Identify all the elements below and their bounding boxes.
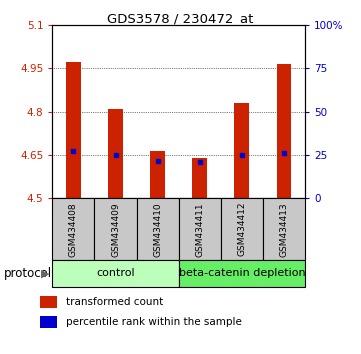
Bar <box>52 198 95 260</box>
Bar <box>221 198 263 260</box>
Text: GDS3578 / 230472_at: GDS3578 / 230472_at <box>107 12 254 25</box>
Bar <box>108 109 123 198</box>
Bar <box>40 316 57 328</box>
Text: beta-catenin depletion: beta-catenin depletion <box>179 268 305 279</box>
Bar <box>95 198 136 260</box>
Bar <box>192 158 207 198</box>
Text: control: control <box>96 268 135 279</box>
Text: GSM434410: GSM434410 <box>153 202 162 257</box>
Text: ▶: ▶ <box>41 268 49 279</box>
Text: GSM434413: GSM434413 <box>279 202 288 257</box>
Text: protocol: protocol <box>4 267 52 280</box>
Bar <box>235 103 249 198</box>
Bar <box>136 198 179 260</box>
Text: GSM434412: GSM434412 <box>238 202 246 256</box>
Text: transformed count: transformed count <box>66 297 163 307</box>
Bar <box>150 152 165 198</box>
Bar <box>263 198 305 260</box>
Text: GSM434411: GSM434411 <box>195 202 204 257</box>
Text: GSM434408: GSM434408 <box>69 202 78 257</box>
Text: GSM434409: GSM434409 <box>111 202 120 257</box>
Bar <box>179 260 305 287</box>
Bar <box>40 296 57 308</box>
Bar <box>66 62 81 198</box>
Text: percentile rank within the sample: percentile rank within the sample <box>66 317 242 327</box>
Bar <box>179 198 221 260</box>
Bar <box>52 260 179 287</box>
Bar <box>277 64 291 198</box>
